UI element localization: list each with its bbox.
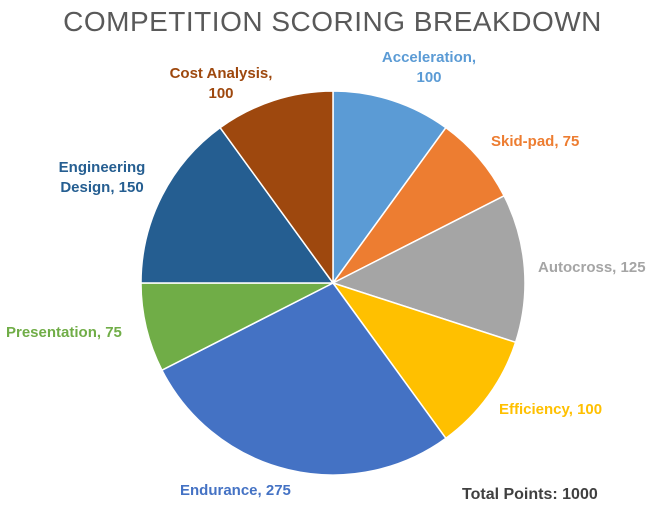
data-label-line: Cost Analysis,	[169, 65, 273, 82]
pie-slice-cost-analysis	[219, 90, 334, 286]
data-label-efficiency: Efficiency, 100	[499, 400, 602, 420]
data-label-presentation: Presentation, 75	[6, 323, 122, 343]
data-label-line: Engineering	[58, 159, 146, 176]
data-label-line: Skid-pad, 75	[491, 133, 580, 150]
pie-slice-endurance	[160, 282, 447, 476]
data-label-line: Autocross, 125	[538, 259, 646, 276]
data-label-line: Acceleration,	[381, 49, 477, 66]
data-label-acceleration: Acceleration, 100	[376, 48, 482, 88]
data-label-line: Design, 150	[60, 179, 144, 196]
data-label-cost-analysis: Cost Analysis, 100	[160, 64, 282, 104]
pie-slice-engineering-design	[140, 126, 335, 284]
data-label-line: Efficiency, 100	[499, 401, 603, 418]
data-label-skid-pad: Skid-pad, 75	[491, 132, 579, 152]
pie-slice-acceleration	[332, 90, 447, 286]
chart-title: COMPETITION SCORING BREAKDOWN	[63, 6, 602, 37]
total-points-value: 1000	[562, 486, 598, 503]
data-label-line: 100	[416, 69, 442, 86]
total-points: Total Points: 1000	[462, 486, 598, 504]
data-label-line: Endurance, 275	[180, 482, 291, 499]
data-label-autocross: Autocross, 125	[538, 258, 646, 278]
pie-slice-autocross	[331, 194, 526, 344]
total-points-label: Total Points:	[462, 486, 558, 503]
data-label-engineering-design: Engineering Design, 150	[50, 158, 154, 198]
data-label-endurance: Endurance, 275	[180, 481, 291, 501]
pie-slice-efficiency	[331, 281, 517, 440]
data-label-line: Presentation, 75	[6, 324, 122, 341]
data-label-line: 100	[208, 85, 234, 102]
